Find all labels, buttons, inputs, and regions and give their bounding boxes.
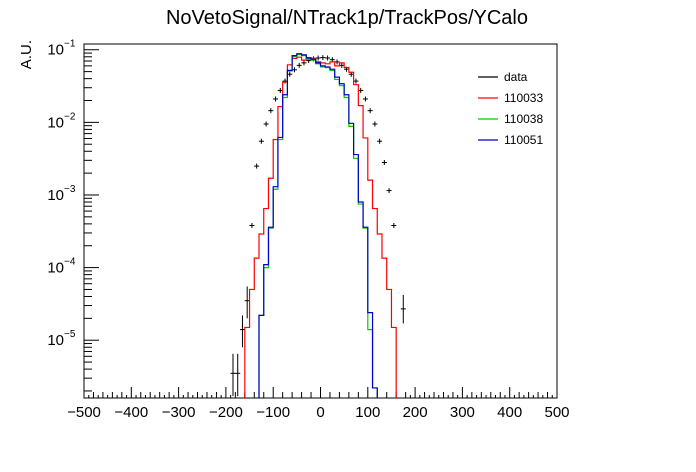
y-tick-exponent: −3: [64, 184, 76, 195]
y-axis-label: A.U.: [18, 40, 35, 69]
x-tick-label: −500: [67, 404, 101, 421]
x-tick-label: −300: [162, 404, 196, 421]
x-tick-label: 500: [544, 404, 569, 421]
x-tick-label: −100: [256, 404, 290, 421]
series-110033-line: [244, 56, 397, 398]
y-tick-label: 10: [47, 332, 64, 349]
y-tick-label: 10: [47, 260, 64, 277]
y-tick-exponent: −5: [64, 329, 76, 340]
series-layer: [86, 53, 555, 399]
legend-label: data: [504, 70, 528, 84]
legend-label: 110033: [504, 91, 543, 105]
legend-entry-110051: 110051: [478, 133, 543, 147]
y-tick-label: 10: [47, 187, 64, 204]
legend-entry-110033: 110033: [478, 91, 543, 105]
legend: data 110033 110038 110051: [478, 70, 543, 147]
series-data-points: [86, 55, 555, 399]
x-tick-label: −400: [114, 404, 148, 421]
y-tick-exponent: −1: [64, 39, 76, 50]
legend-label: 110051: [504, 133, 543, 147]
x-tick-label: −200: [209, 404, 243, 421]
legend-label: 110038: [504, 112, 543, 126]
x-tick-label: 400: [497, 404, 522, 421]
legend-entry-110038: 110038: [478, 112, 543, 126]
x-tick-label: 0: [316, 404, 324, 421]
x-tick-label: 100: [355, 404, 380, 421]
y-tick-exponent: −2: [64, 111, 76, 122]
series-110051-line: [258, 53, 378, 398]
x-tick-label: 300: [450, 404, 475, 421]
legend-entry-data: data: [478, 70, 528, 84]
y-tick-label: 10: [47, 42, 64, 59]
chart-title: NoVetoSignal/NTrack1p/TrackPos/YCalo: [166, 7, 528, 29]
y-tick-exponent: −4: [64, 257, 76, 268]
x-tick-label: 200: [403, 404, 428, 421]
y-tick-label: 10: [47, 114, 64, 131]
plot-frame: [83, 43, 558, 399]
